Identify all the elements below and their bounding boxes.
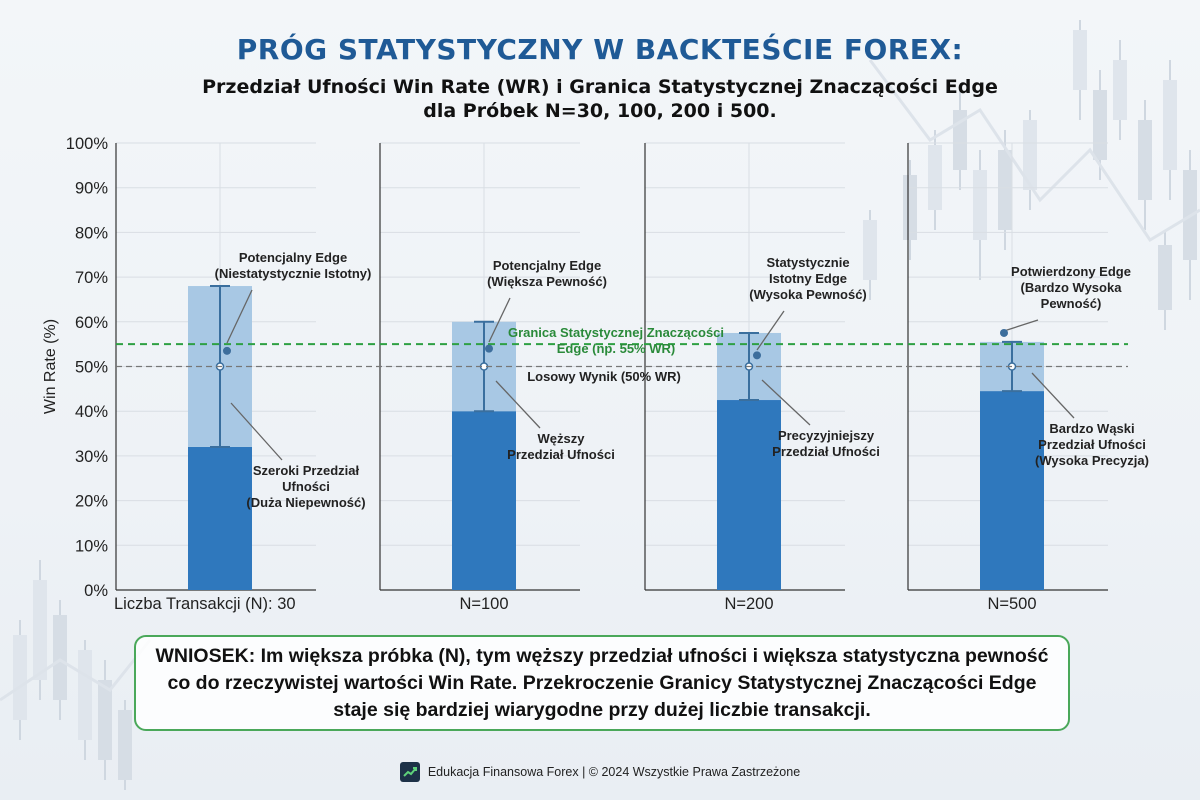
significance-line-label: Granica Statystycznej Znaczącości: [508, 325, 724, 340]
bg-candle-body: [53, 615, 67, 700]
annotation-text: Bardzo Wąski: [1049, 421, 1134, 436]
annotation-text: (Niestatystycznie Istotny): [215, 266, 372, 281]
annotation-text: Potencjalny Edge: [239, 250, 347, 265]
y-tick-label: 60%: [75, 314, 108, 332]
edge-marker-point: [1000, 328, 1008, 337]
annotation-text: (Większa Pewność): [487, 274, 607, 289]
footer: Edukacja Finansowa Forex | © 2024 Wszyst…: [0, 762, 1200, 782]
bg-trend-line: [868, 59, 1200, 243]
annotation-text: Potencjalny Edge: [493, 258, 601, 273]
chart-trend-logo-icon: [399, 762, 420, 782]
bg-candle-body: [1163, 80, 1177, 170]
random-line-label: Losowy Wynik (50% WR): [527, 369, 681, 384]
chart-panel-1: Liczba Transakcji (N): 30: [114, 142, 316, 613]
bar-lower-bound: [980, 391, 1044, 590]
bg-candle-body: [1158, 245, 1172, 310]
bg-candle-body: [118, 710, 132, 780]
chart-panel-4: N=500: [907, 142, 1108, 613]
bg-candle-body: [903, 175, 917, 240]
annotation-text: (Bardzo Wysoka: [1021, 280, 1123, 295]
x-axis-label: N=200: [724, 595, 773, 613]
edge-marker-point: [223, 346, 231, 355]
y-tick-label: 90%: [75, 180, 108, 198]
annotation-text: Szeroki Przedział: [253, 463, 360, 478]
annotation-text: (Wysoka Pewność): [749, 287, 867, 302]
annotation-leader-line: [1031, 372, 1075, 419]
edge-marker-point: [753, 351, 761, 360]
bg-candle-body: [863, 220, 877, 280]
bg-trend-line: [0, 639, 152, 702]
page-subtitle-line-2: dla Próbek N=30, 100, 200 i 500.: [423, 100, 777, 122]
chart-panel-2: N=100: [379, 142, 580, 613]
significance-line-label: Edge (np. 55% WR): [557, 341, 675, 356]
conclusion-box: WNIOSEK: Im większa próbka (N), tym wężs…: [134, 635, 1070, 731]
annotation-text: Węższy: [538, 431, 586, 446]
annotation-text: Precyzyjniejszy: [778, 428, 875, 443]
bg-candle-body: [1073, 30, 1087, 90]
bg-candle-body: [1113, 60, 1127, 120]
annotation-text: (Wysoka Precyzja): [1035, 453, 1149, 468]
annotation-leader-line: [226, 289, 253, 344]
annotation-text: Przedział Ufności: [772, 444, 880, 459]
y-tick-label: 100%: [66, 135, 109, 153]
annotation-leader-line: [756, 310, 785, 351]
bar-lower-bound: [717, 400, 781, 590]
footer-text: Edukacja Finansowa Forex | © 2024 Wszyst…: [427, 765, 801, 779]
y-tick-label: 0%: [84, 582, 108, 600]
annotation-text: Przedział Ufności: [507, 447, 615, 462]
bar-lower-bound: [452, 411, 516, 590]
annotation-leader-line: [761, 379, 811, 426]
y-tick-label: 70%: [75, 269, 108, 287]
annotation-leader-line: [230, 402, 283, 461]
conclusion-text: WNIOSEK: Im większa próbka (N), tym wężs…: [155, 644, 1049, 721]
annotation-text: Przedział Ufności: [1038, 437, 1146, 452]
bg-candle-body: [13, 635, 27, 720]
annotation-leader-line: [495, 380, 541, 429]
y-tick-label: 10%: [75, 537, 108, 555]
bg-candle-body: [1138, 120, 1152, 200]
bar-lower-bound: [188, 446, 252, 590]
x-axis-label: N=100: [459, 595, 508, 613]
annotation-text: (Duża Niepewność): [246, 495, 365, 510]
y-tick-label: 50%: [75, 359, 108, 377]
annotation-leader-line: [1003, 319, 1039, 332]
y-tick-label: 80%: [75, 224, 108, 242]
x-axis-label: Liczba Transakcji (N): 30: [114, 595, 296, 613]
page-title: PRÓG STATYSTYCZNY W BACKTEŚCIE FOREX:: [236, 33, 964, 66]
y-tick-label: 20%: [75, 493, 108, 511]
annotation-text: Pewność): [1041, 296, 1102, 311]
bg-candle-body: [1023, 120, 1037, 190]
annotation-leader-line: [488, 297, 511, 343]
annotation-text: Potwierdzony Edge: [1011, 264, 1131, 279]
y-tick-label: 40%: [75, 403, 108, 421]
annotation-text: Statystycznie: [766, 255, 849, 270]
annotation-text: Istotny Edge: [769, 271, 847, 286]
bg-candle-body: [928, 145, 942, 210]
bg-candle-body: [98, 680, 112, 760]
bg-candle-body: [33, 580, 47, 680]
y-tick-label: 30%: [75, 448, 108, 466]
page-subtitle-line-1: Przedział Ufności Win Rate (WR) i Granic…: [202, 76, 998, 98]
annotation-text: Ufności: [282, 479, 330, 494]
x-axis-label: N=500: [987, 595, 1036, 613]
edge-marker-point: [485, 344, 493, 353]
bg-candle-body: [998, 150, 1012, 230]
y-axis-label: Win Rate (%): [42, 319, 59, 414]
